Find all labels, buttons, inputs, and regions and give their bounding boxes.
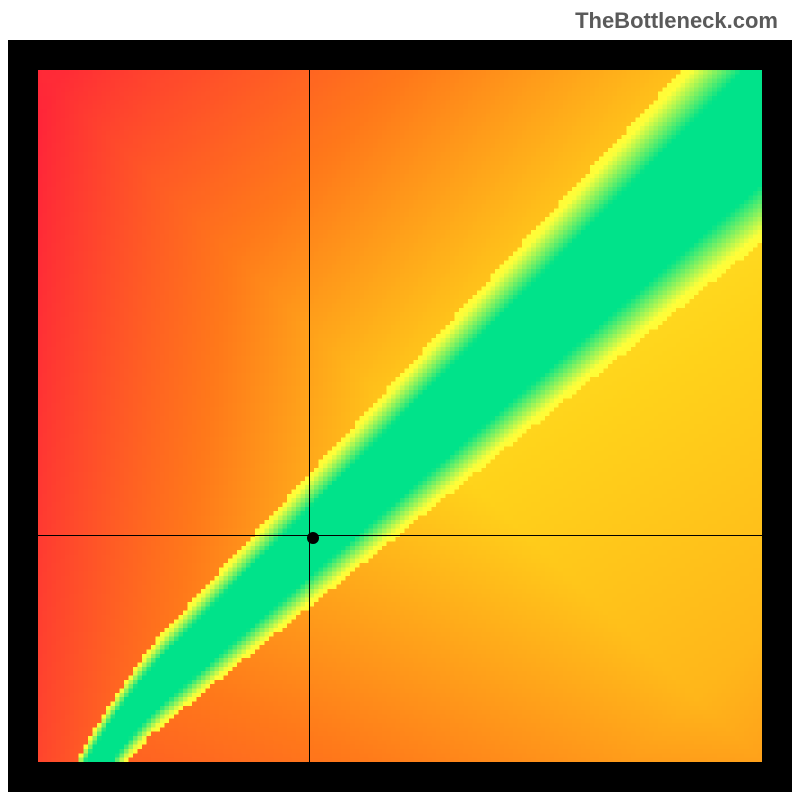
frame-right: [762, 40, 792, 792]
crosshair-vertical: [309, 70, 310, 762]
selected-point-marker: [307, 532, 319, 544]
frame-left: [8, 40, 38, 792]
frame-top: [8, 40, 792, 70]
watermark-text: TheBottleneck.com: [575, 8, 778, 34]
bottleneck-heatmap: [38, 70, 762, 762]
chart-container: TheBottleneck.com: [0, 0, 800, 800]
crosshair-horizontal: [38, 535, 762, 536]
frame-bottom: [8, 762, 792, 792]
